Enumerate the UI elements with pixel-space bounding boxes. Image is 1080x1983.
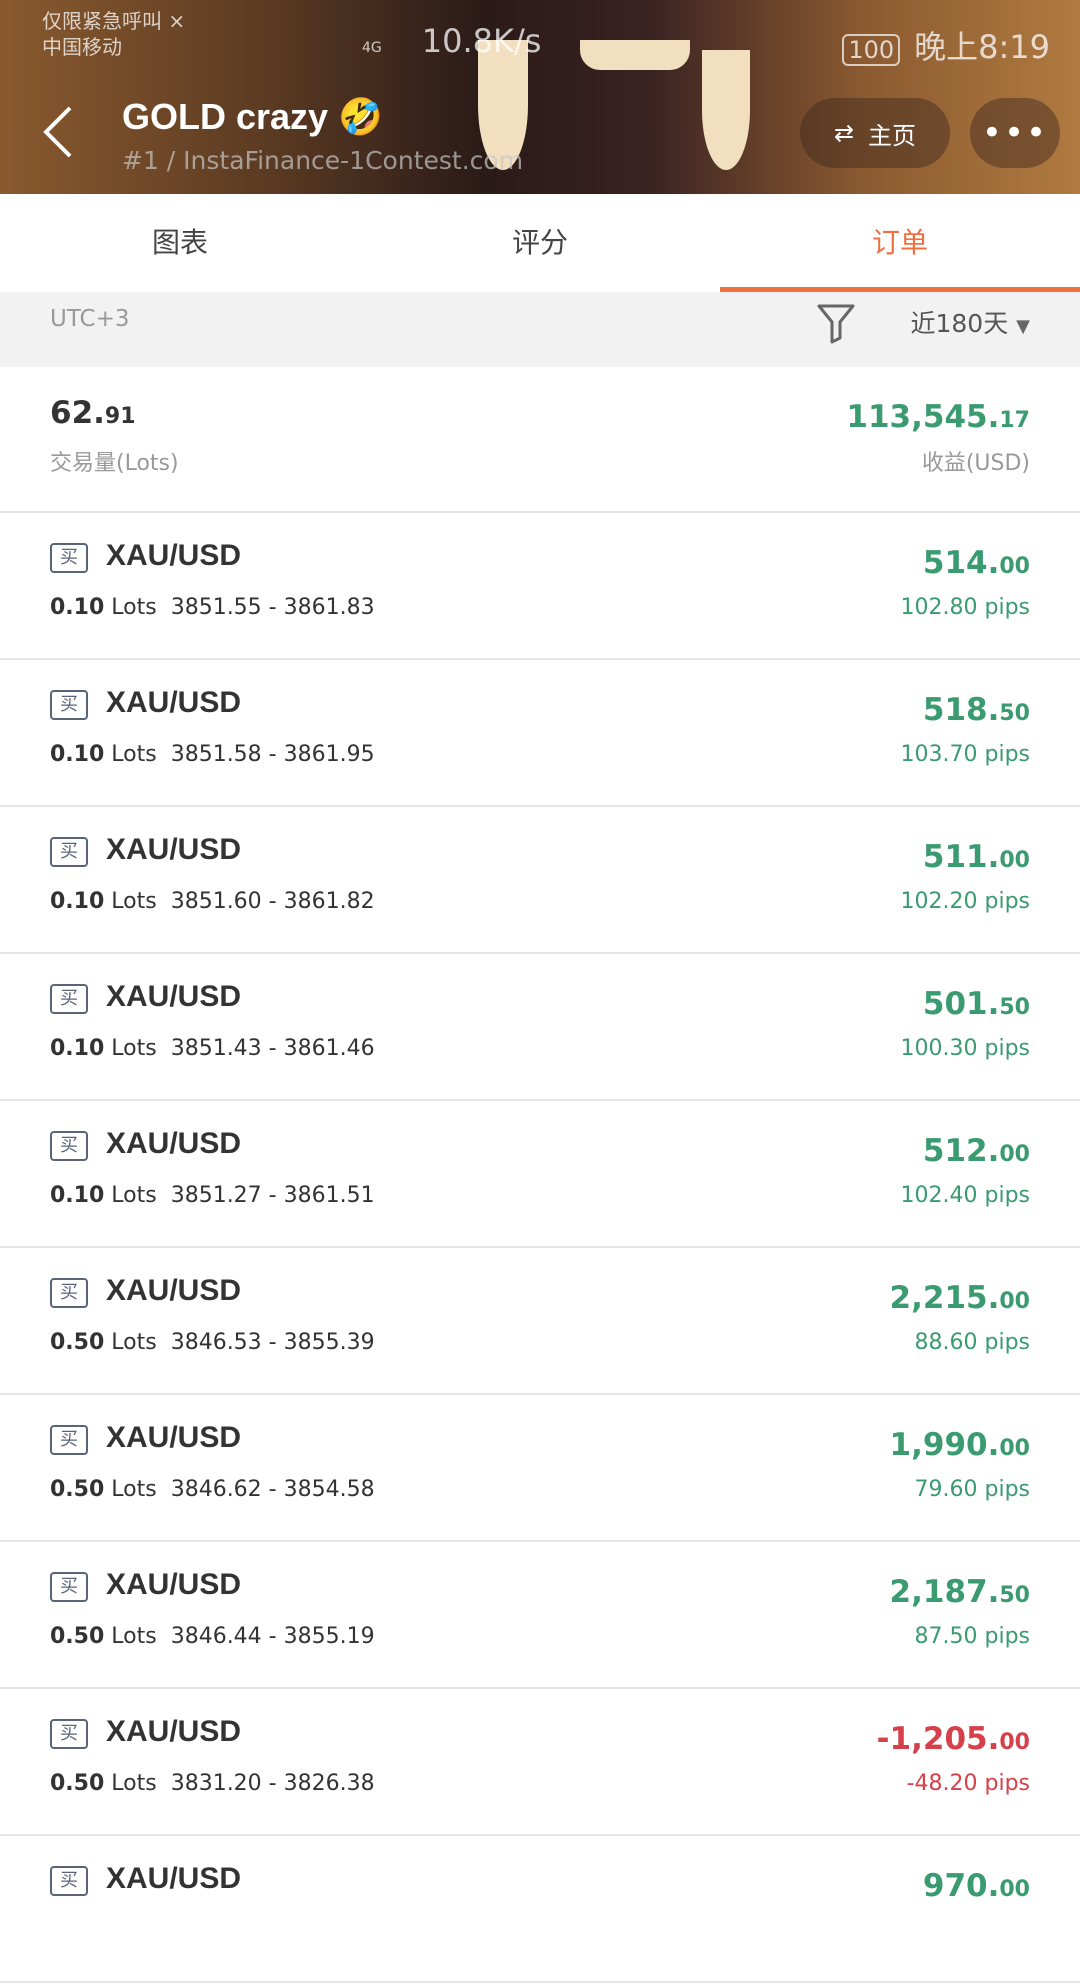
profit-label: 收益(USD) <box>921 451 1030 476</box>
carrier-name: 中国移动 <box>42 35 122 59</box>
date-range-value: 近180天 <box>910 309 1009 338</box>
order-detail: 0.50 Lots 3846.44 - 3855.19 <box>50 1624 375 1649</box>
order-detail: 0.50 Lots 3846.62 - 3854.58 <box>50 1477 375 1502</box>
buy-badge: 买 <box>50 837 88 867</box>
home-label: 主页 <box>868 121 917 150</box>
banner-image <box>478 40 528 170</box>
buy-badge: 买 <box>50 690 88 720</box>
tab-rating[interactable]: 评分 <box>511 226 568 259</box>
order-row[interactable]: 买 XAU/USD 2,215.00 0.50 Lots 3846.53 - 38… <box>0 1248 1080 1395</box>
order-pips: 100.30 pips <box>900 1036 1030 1061</box>
order-pips: 79.60 pips <box>914 1477 1030 1502</box>
buy-badge: 买 <box>50 543 88 573</box>
profile-subtitle: #1 / InstaFinance-1Contest.com <box>122 146 524 175</box>
profile-title: GOLD crazy 🤣 <box>122 96 383 137</box>
symbol: XAU/USD <box>106 1862 242 1895</box>
order-detail: 0.10 Lots 3851.27 - 3861.51 <box>50 1183 375 1208</box>
buy-badge: 买 <box>50 1719 88 1749</box>
order-detail: 0.10 Lots 3851.60 - 3861.82 <box>50 889 375 914</box>
order-row[interactable]: 买 XAU/USD 970.00 <box>0 1836 1080 1983</box>
order-row[interactable]: 买 XAU/USD 514.00 0.10 Lots 3851.55 - 3861… <box>0 513 1080 660</box>
order-detail: 0.50 Lots 3846.53 - 3855.39 <box>50 1330 375 1355</box>
order-pips: 103.70 pips <box>900 742 1030 767</box>
symbol: XAU/USD <box>106 833 242 866</box>
order-profit: 514.00 <box>922 545 1030 581</box>
symbol: XAU/USD <box>106 1715 242 1748</box>
filter-bar: UTC+3 近180天 ▼ <box>0 292 1080 367</box>
buy-badge: 买 <box>50 1131 88 1161</box>
date-range-dropdown[interactable]: 近180天 ▼ <box>910 304 1030 340</box>
tab-bar: 图表 评分 订单 <box>0 194 1080 292</box>
swap-icon: ⇄ <box>833 119 855 147</box>
tab-orders[interactable]: 订单 <box>720 194 1080 292</box>
tab-chart[interactable]: 图表 <box>151 226 208 259</box>
order-row[interactable]: 买 XAU/USD 518.50 0.10 Lots 3851.58 - 3861… <box>0 660 1080 807</box>
order-profit: 2,215.00 <box>889 1280 1030 1316</box>
order-detail: 0.50 Lots 3831.20 - 3826.38 <box>50 1771 375 1796</box>
symbol: XAU/USD <box>106 539 242 572</box>
symbol: XAU/USD <box>106 1568 242 1601</box>
order-profit: 518.50 <box>922 692 1030 728</box>
order-pips: 102.40 pips <box>900 1183 1030 1208</box>
symbol: XAU/USD <box>106 1127 242 1160</box>
buy-badge: 买 <box>50 1572 88 1602</box>
order-row[interactable]: 买 XAU/USD 501.50 0.10 Lots 3851.43 - 3861… <box>0 954 1080 1101</box>
home-button[interactable]: ⇄ 主页 <box>800 98 950 168</box>
order-detail: 0.10 Lots 3851.43 - 3861.46 <box>50 1036 375 1061</box>
order-profit: 501.50 <box>922 986 1030 1022</box>
order-detail: 0.10 Lots 3851.58 - 3861.95 <box>50 742 375 767</box>
buy-badge: 买 <box>50 1425 88 1455</box>
symbol: XAU/USD <box>106 980 242 1013</box>
buy-badge: 买 <box>50 1866 88 1896</box>
profile-banner: 仅限紧急呼叫 × 中国移动 4G 10.8K/s 100 晚上8:19 GOLD cr… <box>0 0 1080 194</box>
buy-badge: 买 <box>50 984 88 1014</box>
battery-icon: 100 <box>842 34 901 66</box>
summary-panel: 62.91 交易量(Lots) 113,545.17 收益(USD) <box>0 367 1080 513</box>
banner-image-detail <box>580 40 690 70</box>
order-pips: 87.50 pips <box>914 1624 1030 1649</box>
order-row[interactable]: 买 XAU/USD 2,187.50 0.50 Lots 3846.44 - 38… <box>0 1542 1080 1689</box>
order-row[interactable]: 买 XAU/USD 1,990.00 0.50 Lots 3846.62 - 38… <box>0 1395 1080 1542</box>
order-row[interactable]: 买 XAU/USD 512.00 0.10 Lots 3851.27 - 3861… <box>0 1101 1080 1248</box>
order-pips: 102.80 pips <box>900 595 1030 620</box>
order-detail: 0.10 Lots 3851.55 - 3861.83 <box>50 595 375 620</box>
order-profit: -1,205.00 <box>876 1721 1030 1757</box>
order-row[interactable]: 买 XAU/USD -1,205.00 0.50 Lots 3831.20 - 3… <box>0 1689 1080 1836</box>
volume-value: 62.91 <box>50 395 136 431</box>
symbol: XAU/USD <box>106 686 242 719</box>
filter-icon[interactable] <box>816 302 856 344</box>
more-button[interactable]: ••• <box>970 98 1060 168</box>
buy-badge: 买 <box>50 1278 88 1308</box>
order-pips: 102.20 pips <box>900 889 1030 914</box>
network-type: 4G <box>362 40 382 56</box>
order-pips: 88.60 pips <box>914 1330 1030 1355</box>
order-profit: 970.00 <box>922 1868 1030 1904</box>
symbol: XAU/USD <box>106 1274 242 1307</box>
timezone-label: UTC+3 <box>50 306 130 332</box>
total-profit-value: 113,545.17 <box>846 399 1030 435</box>
order-profit: 1,990.00 <box>889 1427 1030 1463</box>
symbol: XAU/USD <box>106 1421 242 1454</box>
order-profit: 512.00 <box>922 1133 1030 1169</box>
order-profit: 511.00 <box>922 839 1030 875</box>
banner-image-detail <box>702 50 750 170</box>
caret-down-icon: ▼ <box>1016 316 1030 337</box>
order-profit: 2,187.50 <box>889 1574 1030 1610</box>
order-row[interactable]: 买 XAU/USD 511.00 0.10 Lots 3851.60 - 3861… <box>0 807 1080 954</box>
network-speed: 10.8K/s <box>421 22 542 60</box>
back-arrow-icon[interactable] <box>40 104 80 160</box>
clock: 晚上8:19 <box>914 28 1050 66</box>
order-pips: -48.20 pips <box>906 1771 1030 1796</box>
carrier-notice: 仅限紧急呼叫 × <box>42 9 186 33</box>
volume-label: 交易量(Lots) <box>50 451 179 476</box>
